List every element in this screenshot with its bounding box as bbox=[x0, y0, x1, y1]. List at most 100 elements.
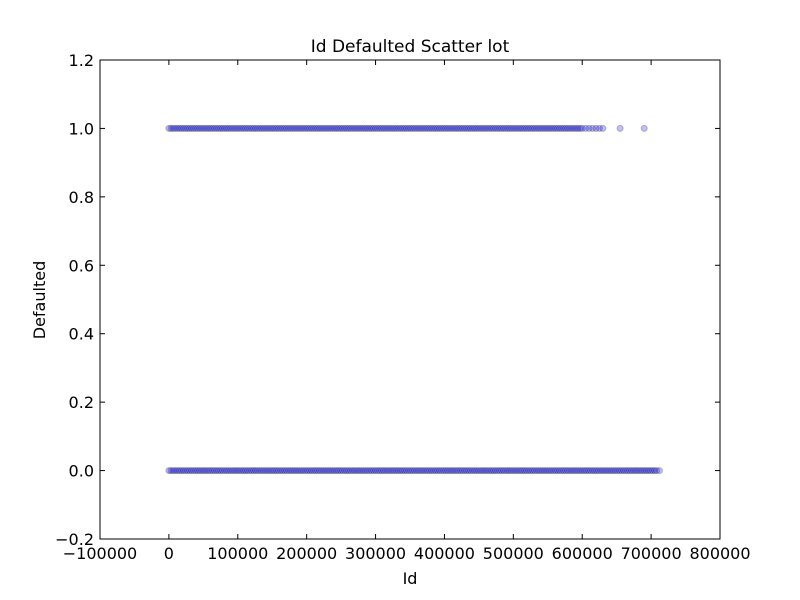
scatter-point bbox=[374, 124, 382, 132]
scatter-point bbox=[365, 467, 373, 475]
scatter-point bbox=[553, 124, 561, 132]
scatter-point bbox=[589, 467, 597, 475]
scatter-point bbox=[353, 124, 361, 132]
scatter-point bbox=[564, 124, 572, 132]
scatter-point bbox=[196, 467, 204, 475]
scatter-point bbox=[545, 124, 553, 132]
scatter-point bbox=[398, 467, 406, 475]
scatter-point bbox=[334, 124, 342, 132]
scatter-point bbox=[582, 124, 590, 132]
x-tick-label: 800000 bbox=[689, 544, 750, 563]
scatter-point bbox=[477, 124, 485, 132]
scatter-point bbox=[357, 124, 365, 132]
scatter-point bbox=[347, 467, 355, 475]
scatter-point bbox=[237, 124, 245, 132]
scatter-point bbox=[297, 467, 305, 475]
scatter-point bbox=[531, 124, 539, 132]
scatter-point bbox=[475, 124, 483, 132]
scatter-point bbox=[355, 124, 363, 132]
scatter-point bbox=[243, 467, 251, 475]
scatter-point bbox=[436, 467, 444, 475]
scatter-point bbox=[349, 124, 357, 132]
scatter-point bbox=[506, 124, 514, 132]
scatter-point bbox=[632, 467, 640, 475]
scatter-point bbox=[307, 124, 315, 132]
scatter-point bbox=[429, 467, 437, 475]
scatter-point bbox=[250, 467, 258, 475]
scatter-point bbox=[188, 124, 196, 132]
scatter-point bbox=[219, 124, 227, 132]
scatter-point bbox=[223, 124, 231, 132]
scatter-point bbox=[496, 124, 504, 132]
y-axis-label: Defaulted bbox=[30, 261, 49, 339]
scatter-point bbox=[361, 124, 369, 132]
scatter-point bbox=[572, 124, 580, 132]
scatter-point bbox=[520, 124, 528, 132]
scatter-point bbox=[434, 124, 442, 132]
scatter-point bbox=[386, 124, 394, 132]
scatter-point bbox=[324, 124, 332, 132]
scatter-point bbox=[578, 467, 586, 475]
scatter-point bbox=[541, 467, 549, 475]
scatter-point bbox=[359, 124, 367, 132]
scatter-point bbox=[535, 124, 543, 132]
scatter-point bbox=[378, 467, 386, 475]
scatter-point bbox=[241, 467, 249, 475]
scatter-point bbox=[611, 467, 619, 475]
scatter-point bbox=[367, 124, 375, 132]
scatter-point bbox=[198, 124, 206, 132]
scatter-point bbox=[628, 467, 636, 475]
scatter-point bbox=[301, 467, 309, 475]
scatter-point bbox=[299, 124, 307, 132]
scatter-point bbox=[462, 467, 470, 475]
scatter-point bbox=[616, 124, 624, 132]
y-tick-label: 1.0 bbox=[69, 119, 94, 138]
scatter-point bbox=[256, 124, 264, 132]
scatter-point bbox=[411, 124, 419, 132]
scatter-point bbox=[570, 124, 578, 132]
scatter-point bbox=[593, 467, 601, 475]
scatter-point bbox=[485, 124, 493, 132]
scatter-point bbox=[576, 124, 584, 132]
scatter-point bbox=[454, 124, 462, 132]
scatter-point bbox=[192, 467, 200, 475]
scatter-point bbox=[524, 124, 532, 132]
scatter-point bbox=[531, 467, 539, 475]
scatter-point bbox=[310, 124, 318, 132]
scatter-point bbox=[202, 467, 210, 475]
scatter-point bbox=[291, 467, 299, 475]
scatter-point bbox=[469, 124, 477, 132]
scatter-point bbox=[549, 124, 557, 132]
scatter-point bbox=[440, 124, 448, 132]
scatter-point bbox=[555, 467, 563, 475]
scatter-point bbox=[644, 467, 652, 475]
scatter-point bbox=[438, 467, 446, 475]
scatter-point bbox=[634, 467, 642, 475]
scatter-point bbox=[262, 124, 270, 132]
scatter-point bbox=[417, 467, 425, 475]
scatter-point bbox=[225, 124, 233, 132]
scatter-point bbox=[541, 124, 549, 132]
scatter-point bbox=[281, 467, 289, 475]
scatter-point bbox=[491, 467, 499, 475]
scatter-point bbox=[260, 124, 268, 132]
scatter-point bbox=[179, 467, 187, 475]
scatter-point bbox=[560, 124, 568, 132]
y-tick-label: 0.4 bbox=[69, 325, 94, 344]
scatter-point bbox=[365, 124, 373, 132]
scatter-point bbox=[378, 124, 386, 132]
scatter-point bbox=[570, 467, 578, 475]
scatter-point bbox=[293, 467, 301, 475]
scatter-point bbox=[250, 124, 258, 132]
scatter-point bbox=[648, 467, 656, 475]
scatter-point bbox=[382, 124, 390, 132]
scatter-point bbox=[272, 124, 280, 132]
scatter-point bbox=[287, 467, 295, 475]
scatter-point bbox=[235, 467, 243, 475]
scatter-point bbox=[398, 124, 406, 132]
scatter-point bbox=[655, 467, 663, 475]
scatter-point bbox=[231, 124, 239, 132]
scatter-point bbox=[388, 124, 396, 132]
scatter-point bbox=[351, 124, 359, 132]
